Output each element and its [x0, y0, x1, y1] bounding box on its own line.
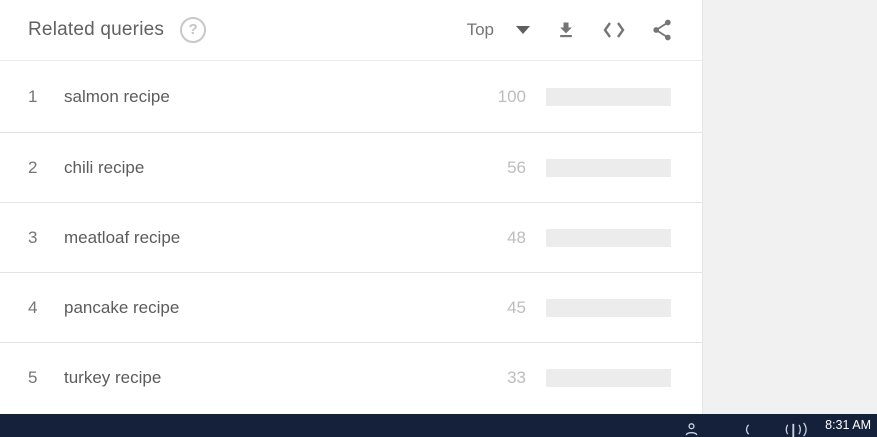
- volume-icon[interactable]: [785, 422, 811, 437]
- query-label[interactable]: meatloaf recipe: [64, 227, 181, 247]
- query-bar-track: [546, 228, 671, 247]
- card-title: Related queries: [28, 19, 165, 40]
- query-rank: 5: [28, 368, 38, 387]
- system-tray: 8:31 AM: [684, 414, 877, 437]
- query-value: 100: [497, 86, 526, 106]
- chevron-down-icon: [516, 26, 530, 34]
- query-value: 45: [507, 297, 526, 317]
- network-icon[interactable]: [743, 422, 759, 437]
- query-label[interactable]: turkey recipe: [64, 368, 162, 387]
- query-value: 56: [507, 157, 526, 177]
- card-controls: Top: [467, 19, 672, 41]
- query-bar-track: [546, 369, 671, 387]
- windows-taskbar: 8:31 AM: [0, 414, 877, 437]
- embed-button[interactable]: [602, 21, 626, 39]
- share-button[interactable]: [652, 19, 672, 41]
- query-row[interactable]: 5 turkey recipe 33: [0, 343, 702, 413]
- download-button[interactable]: [556, 20, 576, 40]
- query-rank: 2: [28, 157, 38, 177]
- query-label[interactable]: salmon recipe: [64, 86, 170, 106]
- help-icon[interactable]: ?: [180, 17, 207, 43]
- share-icon: [653, 19, 671, 41]
- query-rank: 1: [28, 86, 38, 106]
- query-row[interactable]: 2 chili recipe 56: [0, 133, 702, 203]
- taskbar-clock[interactable]: 8:31 AM: [825, 418, 871, 432]
- query-row[interactable]: 3 meatloaf recipe 48: [0, 203, 702, 273]
- query-bar-track: [546, 158, 671, 177]
- query-value: 33: [507, 368, 526, 387]
- query-value: 48: [507, 227, 526, 247]
- query-rank: 4: [28, 297, 38, 317]
- query-row[interactable]: 4 pancake recipe 45: [0, 273, 702, 343]
- code-icon: [603, 22, 625, 38]
- download-icon: [560, 22, 572, 38]
- query-label[interactable]: pancake recipe: [64, 297, 180, 317]
- query-rank: 3: [28, 227, 38, 247]
- related-queries-card: Related queries ? Top: [0, 0, 703, 414]
- query-label[interactable]: chili recipe: [64, 157, 145, 177]
- sort-dropdown-value: Top: [466, 20, 494, 39]
- query-row[interactable]: 1 salmon recipe 100: [0, 61, 702, 133]
- query-bar-track: [546, 298, 671, 317]
- sort-dropdown[interactable]: Top: [467, 20, 530, 40]
- people-icon[interactable]: [684, 422, 699, 437]
- card-header: Related queries ? Top: [0, 0, 702, 61]
- query-bar-track: [546, 87, 671, 106]
